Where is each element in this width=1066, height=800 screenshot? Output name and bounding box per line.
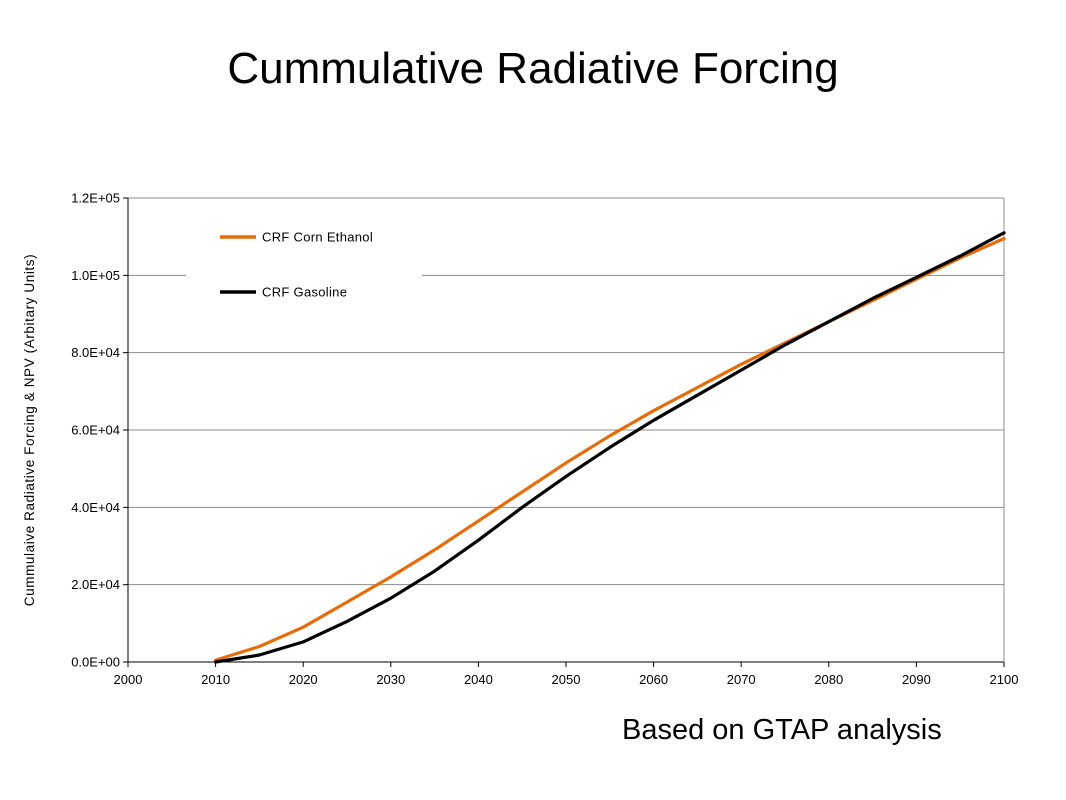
x-tick-label: 2100: [990, 672, 1019, 687]
y-tick-label: 1.2E+05: [71, 191, 120, 206]
y-axis-label: Cummulaive Radiative Forcing & NPV (Arbi…: [22, 254, 37, 606]
slide-title: Cummulative Radiative Forcing: [227, 44, 839, 93]
gridlines: [128, 197, 1004, 586]
y-tick-label: 6.0E+04: [71, 423, 120, 438]
y-tick-label: 0.0E+00: [71, 655, 120, 670]
x-tick-label: 2090: [902, 672, 931, 687]
series-lines: [214, 231, 1006, 664]
x-tick-label: 2010: [201, 672, 230, 687]
axes: 0.0E+00 2.0E+04 4.0E+04 6.0E+04 8.0E+04 1.0E+…: [71, 191, 1018, 688]
y-tick-label: 8.0E+04: [71, 345, 120, 360]
legend-box: [186, 218, 422, 310]
x-tick-label: 2050: [552, 672, 581, 687]
x-tick-label: 2020: [289, 672, 318, 687]
y-tick-label: 4.0E+04: [71, 500, 120, 515]
x-tick-label: 2040: [464, 672, 493, 687]
x-tick-label: 2070: [727, 672, 756, 687]
y-tick-label: 1.0E+05: [71, 268, 120, 283]
legend: CRF Corn Ethanol CRF Gasoline: [186, 218, 422, 310]
footnote: Based on GTAP analysis: [622, 714, 942, 746]
legend-label: CRF Gasoline: [262, 285, 347, 300]
legend-label: CRF Corn Ethanol: [262, 230, 373, 245]
y-tick-label: 2.0E+04: [71, 577, 120, 592]
x-tick-label: 2080: [814, 672, 843, 687]
x-tick-label: 2030: [376, 672, 405, 687]
x-tick-label: 2000: [114, 672, 143, 687]
x-tick-label: 2060: [639, 672, 668, 687]
